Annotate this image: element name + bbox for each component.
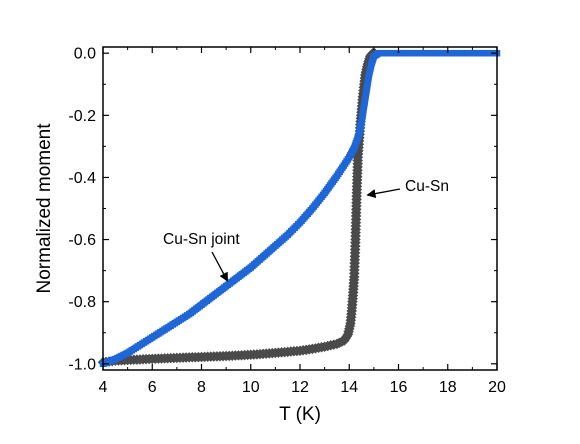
series-layer xyxy=(97,47,501,368)
annotation-cu-sn: Cu-Sn xyxy=(405,178,449,195)
x-tick-label: 14 xyxy=(340,379,358,396)
x-tick-label: 18 xyxy=(439,379,457,396)
x-tick-label: 16 xyxy=(390,379,408,396)
y-axis-label: Normalized moment xyxy=(34,123,55,294)
x-tick-label: 8 xyxy=(197,379,206,396)
x-tick-label: 10 xyxy=(242,379,260,396)
y-tick-label: -0.6 xyxy=(68,232,96,249)
x-axis: 4 6 8 10 12 14 16 18 20 xyxy=(99,47,506,396)
x-tick-label: 20 xyxy=(488,379,506,396)
x-tick-label: 6 xyxy=(148,379,157,396)
x-tick-label: 12 xyxy=(291,379,309,396)
annotation-cu-sn-joint: Cu-Sn joint xyxy=(163,231,240,248)
y-tick-label: -0.8 xyxy=(68,294,96,311)
x-axis-label: T (K) xyxy=(279,404,321,425)
annotation-arrow xyxy=(211,251,229,282)
y-tick-label: -1.0 xyxy=(68,356,96,373)
x-tick-label: 4 xyxy=(99,379,108,396)
y-tick-label: 0.0 xyxy=(74,46,96,63)
plot-frame xyxy=(102,46,498,371)
y-tick-label: -0.2 xyxy=(68,108,96,125)
annotation-arrow xyxy=(366,188,401,199)
y-tick-label: -0.4 xyxy=(68,170,96,187)
y-axis: 0.0 -0.2 -0.4 -0.6 -0.8 -1.0 xyxy=(68,46,497,373)
annotations: Cu-Sn joint Cu-Sn xyxy=(163,178,449,282)
